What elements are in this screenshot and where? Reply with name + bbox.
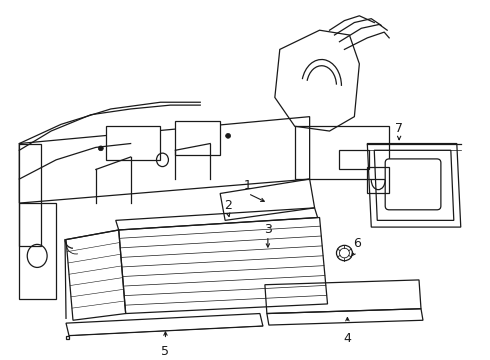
Text: 7: 7	[395, 122, 403, 135]
Bar	[340, 150, 369, 170]
Text: 4: 4	[343, 332, 351, 345]
Text: 3: 3	[264, 224, 272, 237]
Text: 5: 5	[161, 345, 170, 358]
Text: 1: 1	[244, 179, 252, 192]
Text: 2: 2	[224, 198, 232, 212]
Ellipse shape	[225, 134, 231, 138]
FancyBboxPatch shape	[385, 159, 441, 210]
Bar	[175, 121, 220, 155]
Bar	[106, 126, 161, 160]
Text: 6: 6	[353, 237, 361, 250]
Ellipse shape	[337, 246, 352, 261]
Ellipse shape	[98, 146, 103, 151]
